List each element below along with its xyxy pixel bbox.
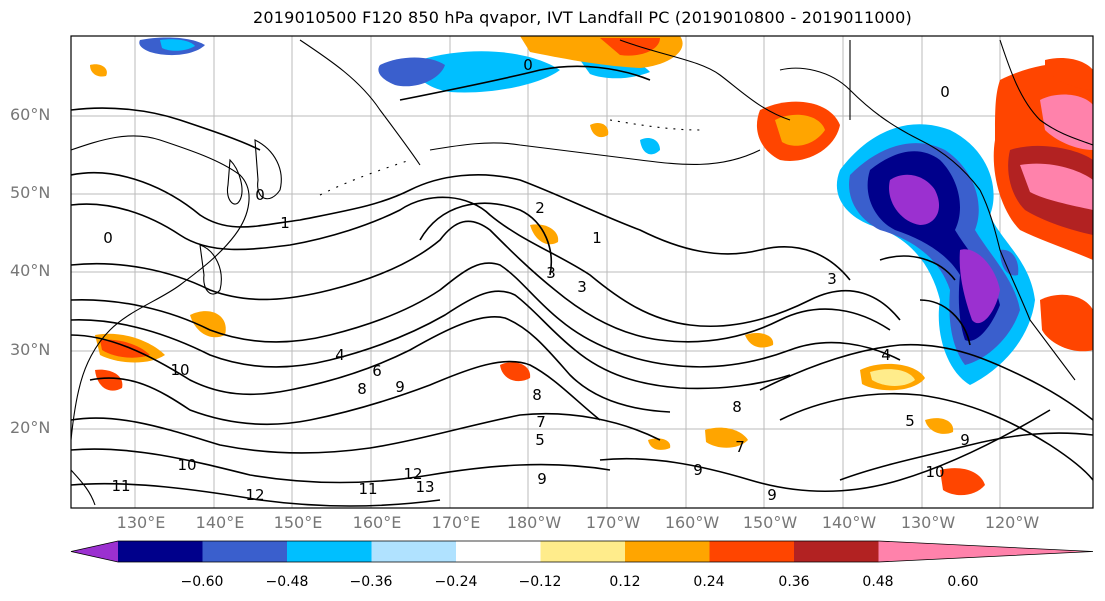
colorbar-segment xyxy=(371,541,457,562)
contour-label: 12 xyxy=(245,486,264,504)
lat-label-20n: 20°N xyxy=(10,418,51,437)
colorbar-segment xyxy=(202,541,288,562)
colorbar-segment xyxy=(625,541,711,562)
contour-label: 12 xyxy=(403,465,422,483)
lon-label-150w: 150°W xyxy=(742,513,798,532)
colorbar-segment xyxy=(118,541,204,562)
contour-label: 3 xyxy=(827,270,837,288)
contour-label: 3 xyxy=(546,264,556,282)
colorbar-tick-label: −0.24 xyxy=(434,574,478,590)
contour-label: 9 xyxy=(395,378,405,396)
contour-label: 1 xyxy=(280,214,290,232)
colorbar-tick-label: −0.60 xyxy=(180,574,224,590)
colorbar-tick-label: 0.12 xyxy=(609,574,641,590)
contour-label: 0 xyxy=(103,229,113,247)
lon-label-130w: 130°W xyxy=(900,513,956,532)
contour-label: 9 xyxy=(693,461,703,479)
contour-label: 9 xyxy=(960,431,970,449)
contour-label: 11 xyxy=(358,480,377,498)
colorbar-extend-min xyxy=(71,541,118,562)
qvapor-contours xyxy=(71,65,1093,507)
colorbar-outline xyxy=(70,540,1094,563)
contour-label: 7 xyxy=(735,438,745,456)
colorbar-segment xyxy=(456,541,542,562)
contour-label: 9 xyxy=(537,470,547,488)
contour-label: 4 xyxy=(881,346,891,364)
map-title: 2019010500 F120 850 hPa qvapor, IVT Land… xyxy=(253,8,912,27)
contour-label: 7 xyxy=(536,413,546,431)
contour-label: 5 xyxy=(535,431,545,449)
contour-label: 4 xyxy=(335,346,345,364)
negative-pc-patches xyxy=(139,37,1035,386)
colorbar-extend-max xyxy=(878,541,1093,562)
contour-label: 11 xyxy=(111,477,130,495)
contour-label: 8 xyxy=(532,386,542,404)
lat-label-40n: 40°N xyxy=(10,261,51,280)
lon-label-130e: 130°E xyxy=(116,513,166,532)
colorbar-segment xyxy=(794,541,880,562)
lon-label-180w: 180°W xyxy=(506,513,562,532)
contour-label: 8 xyxy=(732,398,742,416)
contour-label: 0 xyxy=(255,186,265,204)
colorbar-tick-label: 0.48 xyxy=(862,574,894,590)
coastlines xyxy=(71,39,1093,506)
lon-label-170e: 170°E xyxy=(431,513,481,532)
lon-label-140w: 140°W xyxy=(821,513,877,532)
lon-label-140e: 140°E xyxy=(195,513,245,532)
colorbar-tick-label: −0.48 xyxy=(265,574,309,590)
colorbar-tick-label: 0.24 xyxy=(693,574,725,590)
lon-label-160e: 160°E xyxy=(352,513,402,532)
contour-label: 5 xyxy=(905,412,915,430)
contour-label: 13 xyxy=(415,478,434,496)
lon-label-120w: 120°W xyxy=(984,513,1040,532)
colorbar-tick-label: −0.36 xyxy=(349,574,393,590)
gridlines xyxy=(71,36,1093,508)
contour-label: 10 xyxy=(925,463,944,481)
map-frame xyxy=(70,35,1094,509)
contour-label: 6 xyxy=(372,362,382,380)
contour-label: 1 xyxy=(592,229,602,247)
lat-label-60n: 60°N xyxy=(10,105,51,124)
map-panel xyxy=(71,36,1093,508)
lat-label-30n: 30°N xyxy=(10,340,51,359)
colorbar-tick-label: 0.36 xyxy=(778,574,810,590)
lon-label-150e: 150°E xyxy=(273,513,323,532)
colorbar-tick-label: −0.12 xyxy=(518,574,562,590)
colorbar-segment xyxy=(709,541,795,562)
contour-label: 9 xyxy=(767,486,777,504)
colorbar-tick-label: 0.60 xyxy=(947,574,979,590)
colorbar-segment xyxy=(540,541,626,562)
contour-label: 10 xyxy=(177,456,196,474)
contour-label: 0 xyxy=(523,56,533,74)
contour-label: 2 xyxy=(535,199,545,217)
colorbar xyxy=(70,540,1094,563)
lon-label-160w: 160°W xyxy=(664,513,720,532)
colorbar-segment xyxy=(287,541,373,562)
contour-label: 3 xyxy=(577,278,587,296)
lat-label-50n: 50°N xyxy=(10,183,51,202)
contour-label: 8 xyxy=(357,380,367,398)
lon-label-170w: 170°W xyxy=(585,513,641,532)
positive-pc-patches xyxy=(90,36,1093,496)
contour-label: 0 xyxy=(940,83,950,101)
contour-label: 10 xyxy=(170,361,189,379)
